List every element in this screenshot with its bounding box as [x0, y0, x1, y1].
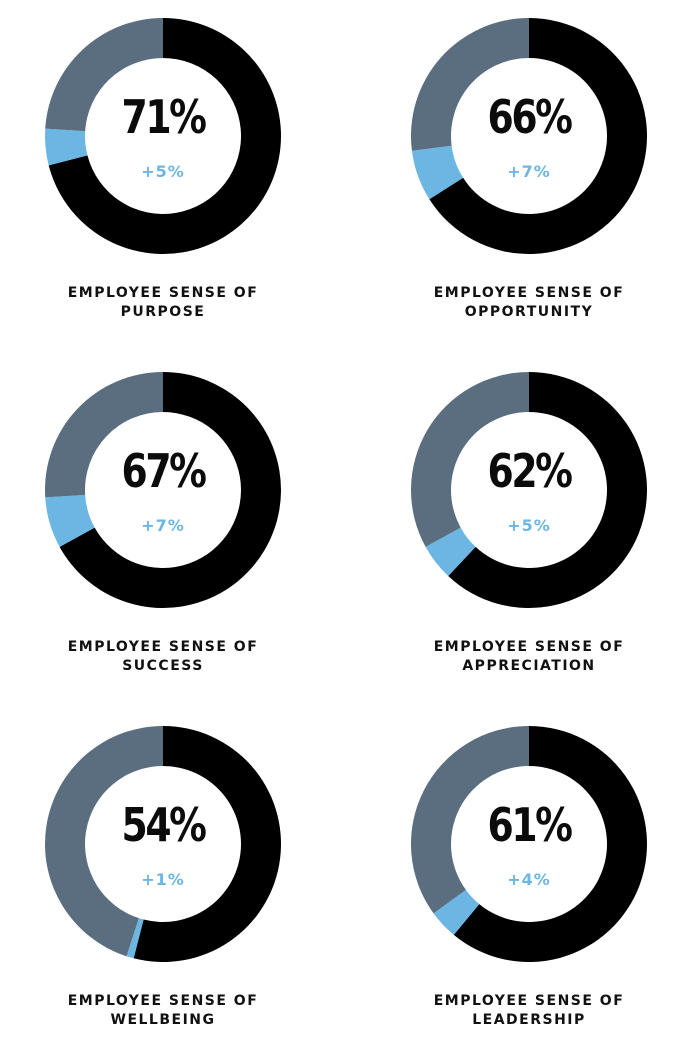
chart-label: EMPLOYEE SENSE OF WELLBEING [13, 992, 313, 1030]
remainder-segment [45, 18, 163, 132]
donut-ring [411, 372, 647, 608]
chart-label-line2: LEADERSHIP [472, 1012, 586, 1028]
chart-label-line1: EMPLOYEE SENSE OF [433, 285, 625, 301]
remainder-segment [45, 726, 163, 957]
donut-chart-opportunity: 66% +7% EMPLOYEE SENSE OF OPPORTUNITY [379, 18, 674, 348]
chart-label: EMPLOYEE SENSE OF PURPOSE [13, 284, 313, 322]
chart-label-line2: APPRECIATION [462, 658, 596, 674]
score-segment [453, 726, 647, 962]
score-change: +7% [507, 162, 551, 181]
chart-label-line2: PURPOSE [120, 304, 206, 320]
donut-ring [45, 726, 281, 962]
donut-chart-grid: 71% +5% EMPLOYEE SENSE OF PURPOSE 66% +7… [13, 18, 674, 1028]
remainder-segment [45, 372, 163, 498]
gain-segment [411, 145, 464, 200]
chart-label-line1: EMPLOYEE SENSE OF [67, 639, 259, 655]
score-change: +4% [507, 870, 551, 889]
donut-chart-appreciation: 62% +5% EMPLOYEE SENSE OF APPRECIATION [379, 372, 674, 702]
score-value: 71% [121, 90, 207, 144]
score-value: 62% [487, 444, 573, 498]
chart-label-line2: WELLBEING [110, 1012, 216, 1028]
score-value: 66% [487, 90, 573, 144]
score-value: 61% [487, 798, 573, 852]
score-segment [48, 18, 282, 255]
chart-label-line1: EMPLOYEE SENSE OF [433, 639, 625, 655]
chart-label: EMPLOYEE SENSE OF SUCCESS [13, 638, 313, 676]
chart-label-line2: OPPORTUNITY [464, 304, 594, 320]
donut-ring [45, 372, 281, 608]
gain-segment [44, 128, 88, 166]
chart-label-line2: SUCCESS [122, 658, 204, 674]
chart-label-line1: EMPLOYEE SENSE OF [67, 993, 259, 1009]
donut-ring [411, 18, 647, 255]
chart-label-line1: EMPLOYEE SENSE OF [433, 993, 625, 1009]
score-segment [429, 18, 647, 255]
remainder-segment [411, 18, 529, 151]
score-change: +5% [507, 516, 551, 535]
score-value: 67% [121, 444, 207, 498]
donut-ring [44, 18, 282, 255]
gain-segment [126, 918, 144, 959]
score-segment [133, 726, 281, 962]
remainder-segment [411, 726, 529, 914]
chart-label: EMPLOYEE SENSE OF LEADERSHIP [379, 992, 674, 1030]
donut-chart-purpose: 71% +5% EMPLOYEE SENSE OF PURPOSE [13, 18, 313, 348]
donut-chart-leadership: 61% +4% EMPLOYEE SENSE OF LEADERSHIP [379, 726, 674, 1056]
chart-label-line1: EMPLOYEE SENSE OF [67, 285, 259, 301]
gain-segment [45, 494, 95, 547]
donut-chart-success: 67% +7% EMPLOYEE SENSE OF SUCCESS [13, 372, 313, 702]
score-change: +1% [141, 870, 185, 889]
remainder-segment [411, 372, 529, 547]
gain-segment [425, 527, 476, 577]
gain-segment [433, 889, 480, 935]
donut-chart-wellbeing: 54% +1% EMPLOYEE SENSE OF WELLBEING [13, 726, 313, 1056]
chart-label: EMPLOYEE SENSE OF APPRECIATION [379, 638, 674, 676]
donut-ring [411, 726, 647, 962]
score-value: 54% [121, 798, 207, 852]
score-change: +5% [141, 162, 185, 181]
score-segment [59, 372, 281, 608]
score-segment [448, 372, 647, 608]
chart-label: EMPLOYEE SENSE OF OPPORTUNITY [379, 284, 674, 322]
score-change: +7% [141, 516, 185, 535]
